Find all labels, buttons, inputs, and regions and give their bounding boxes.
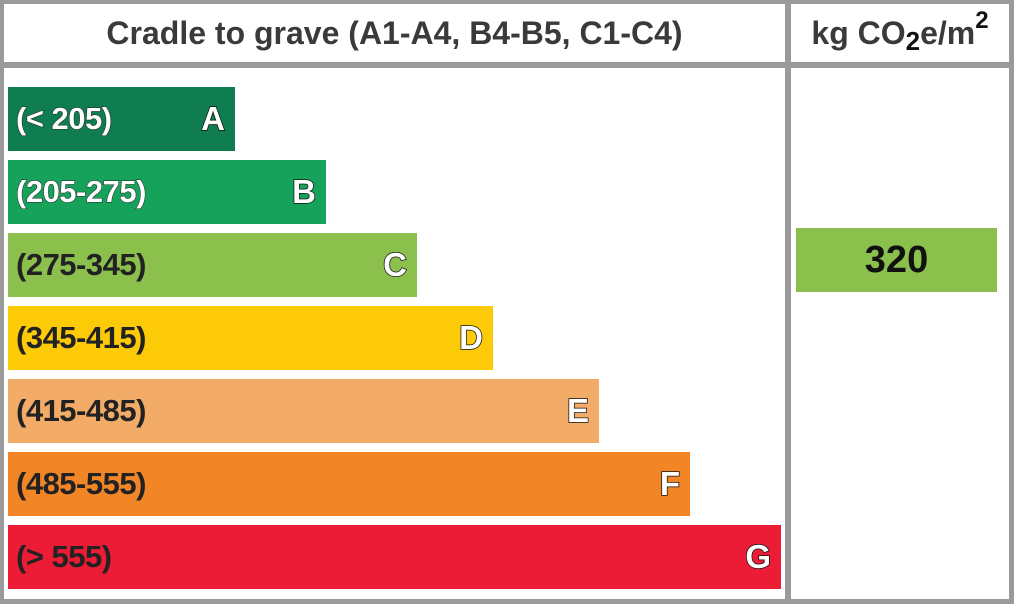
band-g: (> 555) G <box>8 525 781 589</box>
band-c: (275-345) C <box>8 233 417 297</box>
band-range-label: (485-555) <box>16 466 146 501</box>
unit-superscript: 2 <box>975 7 989 34</box>
band-grade-letter: B <box>291 172 316 211</box>
band-range-label: (275-345) <box>16 247 146 282</box>
band-range-label: (< 205) <box>16 101 113 137</box>
unit-prefix: kg CO <box>811 14 906 51</box>
band-range-label: (> 555) <box>16 539 112 574</box>
band-f: (485-555) F <box>8 452 690 516</box>
unit-subscript: 2 <box>905 25 921 56</box>
unit-mid: e/m <box>920 14 976 51</box>
band-range-label: (345-415) <box>16 320 146 355</box>
unit-cell: kg CO 2 e/m 2 <box>791 4 1009 62</box>
band-grade-letter: D <box>458 318 483 357</box>
band-e: (415-485) E <box>8 379 599 443</box>
band-d: (345-415) D <box>8 306 493 370</box>
value-text: 320 <box>864 238 929 281</box>
chart-title: Cradle to grave (A1-A4, B4-B5, C1-C4) <box>106 14 683 51</box>
band-grade-letter: F <box>659 464 681 503</box>
band-grade-letter: G <box>745 537 772 576</box>
value-panel <box>791 68 1009 599</box>
band-grade-letter: E <box>566 391 590 430</box>
band-grade-letter: A <box>200 99 225 138</box>
band-range-label: (415-485) <box>16 393 146 428</box>
band-a: (< 205) A <box>8 87 235 151</box>
band-range-label: (205-275) <box>16 174 147 210</box>
band-b: (205-275) B <box>8 160 326 224</box>
value-indicator: 320 <box>796 228 997 292</box>
title-cell: Cradle to grave (A1-A4, B4-B5, C1-C4) <box>4 4 785 62</box>
band-grade-letter: C <box>382 245 407 284</box>
unit-label: kg CO 2 e/m 2 <box>791 4 1009 62</box>
